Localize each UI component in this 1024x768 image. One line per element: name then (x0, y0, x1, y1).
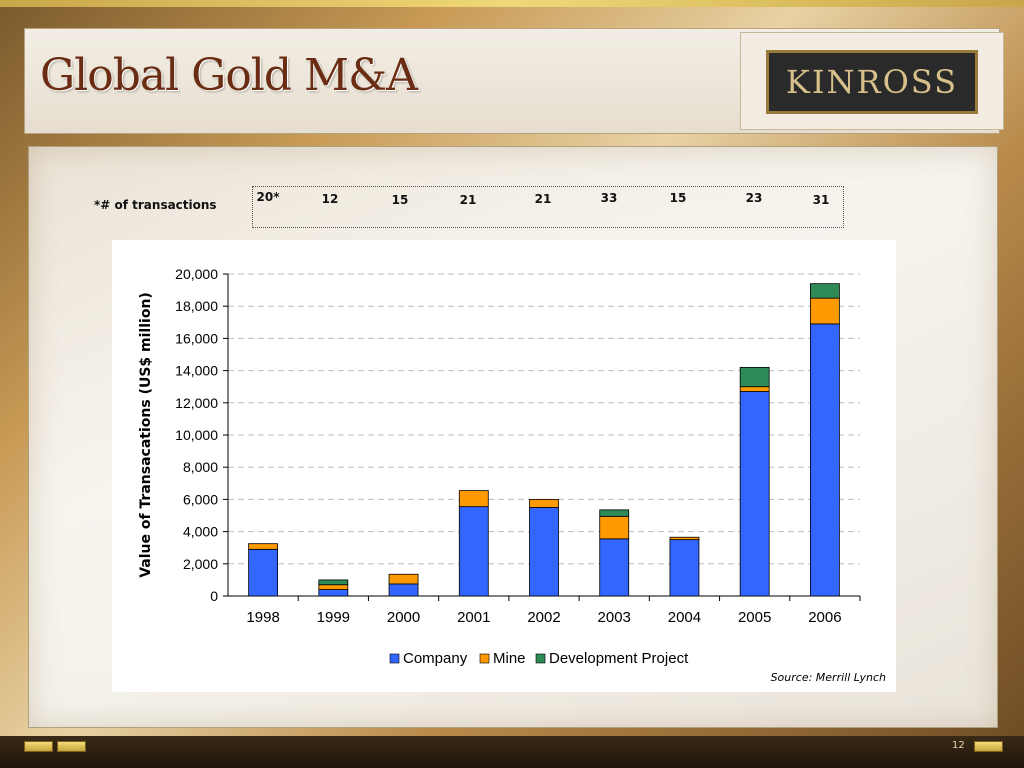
bottom-bar (0, 736, 1024, 768)
logo-text: KINROSS (785, 63, 959, 101)
bar-mine-2005 (739, 386, 770, 392)
y-tick-label: 6,000 (183, 491, 218, 507)
bar-development-project-2003 (599, 509, 630, 517)
x-tick-label: 2004 (668, 609, 701, 626)
transaction-count-2005: 23 (745, 191, 763, 205)
bar-company-2005 (739, 391, 770, 597)
transactions-label: *# of transactions (94, 198, 217, 212)
legend-swatch-company (389, 653, 400, 664)
transaction-count-1998: 20* (256, 190, 280, 204)
x-tick-label: 1999 (317, 609, 350, 626)
next-slide-button[interactable] (57, 741, 86, 752)
top-gold-bar (0, 0, 1024, 7)
y-tick-label: 16,000 (175, 330, 218, 346)
bar-mine-2004 (669, 536, 700, 541)
y-tick-label: 12,000 (175, 395, 218, 411)
transaction-count-2003: 33 (600, 191, 618, 205)
bar-development-project-2005 (739, 366, 770, 388)
transactions-box (252, 186, 844, 228)
y-tick-label: 0 (210, 588, 218, 604)
kinross-logo: KINROSS (766, 50, 978, 114)
transaction-count-2002: 21 (534, 192, 552, 206)
x-tick-label: 2001 (457, 609, 490, 626)
legend-swatch-development-project (535, 653, 546, 664)
bar-mine-2000 (388, 573, 419, 585)
bar-mine-2002 (529, 498, 559, 508)
transaction-count-2006: 31 (812, 193, 830, 207)
bar-mine-2001 (458, 490, 489, 508)
x-tick-label: 2000 (387, 609, 420, 626)
bar-company-2001 (458, 506, 489, 597)
bar-company-2000 (388, 583, 419, 597)
bar-company-1999 (318, 589, 349, 597)
y-axis-label: Value of Transacations (US$ million) (138, 292, 154, 578)
bar-development-project-1999 (318, 579, 349, 586)
x-tick-label: 2006 (808, 609, 841, 626)
transaction-count-2004: 15 (669, 191, 687, 205)
bar-company-2003 (599, 538, 630, 597)
x-tick-label: 2003 (598, 609, 631, 626)
y-tick-label: 8,000 (183, 459, 218, 475)
y-tick-label: 10,000 (175, 427, 218, 443)
bar-mine-1998 (248, 543, 279, 550)
page-title: Global Gold M&A (40, 50, 418, 101)
x-tick-label: 1998 (246, 609, 279, 626)
end-slide-button[interactable] (974, 741, 1003, 752)
y-tick-label: 18,000 (175, 298, 218, 314)
legend-label-company: Company (403, 650, 468, 667)
bar-company-2002 (529, 507, 559, 597)
transaction-count-2001: 21 (459, 193, 477, 207)
y-tick-label: 4,000 (183, 524, 218, 540)
x-tick-label: 2005 (738, 609, 771, 626)
bar-company-2006 (809, 323, 840, 597)
source-note: Source: Merrill Lynch (770, 671, 886, 684)
transaction-count-1999: 12 (321, 192, 339, 206)
page-number: 12 (952, 740, 965, 751)
bar-development-project-2006 (809, 283, 840, 299)
bar-mine-2003 (599, 515, 630, 540)
bar-company-2004 (669, 539, 700, 597)
legend-swatch-mine (479, 653, 490, 664)
transaction-count-2000: 15 (391, 193, 409, 207)
bar-company-1998 (248, 548, 279, 597)
chart-card: 0 2,000 4,000 6,000 8,000 10,000 12,000 14,000 1… (112, 240, 896, 692)
prev-slide-button[interactable] (24, 741, 53, 752)
bar-mine-2006 (809, 297, 840, 325)
legend-label-mine: Mine (493, 650, 526, 667)
y-tick-label: 20,000 (175, 266, 218, 282)
y-tick-label: 2,000 (183, 556, 218, 572)
bar-mine-1999 (318, 584, 349, 590)
x-tick-label: 2002 (527, 609, 560, 626)
y-tick-label: 14,000 (175, 363, 218, 379)
stacked-bar-chart: 0 2,000 4,000 6,000 8,000 10,000 12,000 14,000 1… (138, 266, 861, 667)
legend-label-development-project: Development Project (549, 650, 689, 667)
